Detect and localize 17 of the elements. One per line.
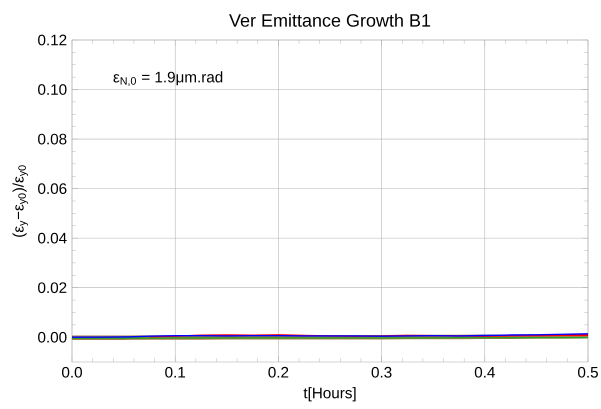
- y-tick-label: 0.00: [38, 332, 66, 343]
- x-tick-label: 0.3: [372, 366, 392, 378]
- annotation: ε$_{N,0}$ = 1.9μm.rad: [114, 71, 222, 86]
- x-tick-label: 0.1: [165, 366, 186, 378]
- y-tick-label: 0.12: [38, 34, 66, 46]
- y-axis-title: (ε$_{y}$−ε$_{y0}$)/ε$_{y0}$: [12, 165, 28, 237]
- chart-title: Ver Emittance Growth B1: [229, 14, 430, 27]
- x-tick-label: 0.5: [578, 366, 598, 378]
- y-tick-label: 0.04: [38, 232, 67, 244]
- x-axis-title: t[Hours]: [304, 387, 356, 402]
- x-tick-label: 0.2: [268, 366, 288, 378]
- x-tick-label: 0.0: [62, 366, 82, 378]
- y-tick-label: 0.10: [38, 84, 66, 95]
- x-tick-label: 0.4: [474, 366, 495, 378]
- y-tick-label: 0.08: [38, 134, 66, 144]
- y-tick-label: 0.02: [38, 282, 66, 294]
- y-tick-label: 0.06: [38, 183, 66, 194]
